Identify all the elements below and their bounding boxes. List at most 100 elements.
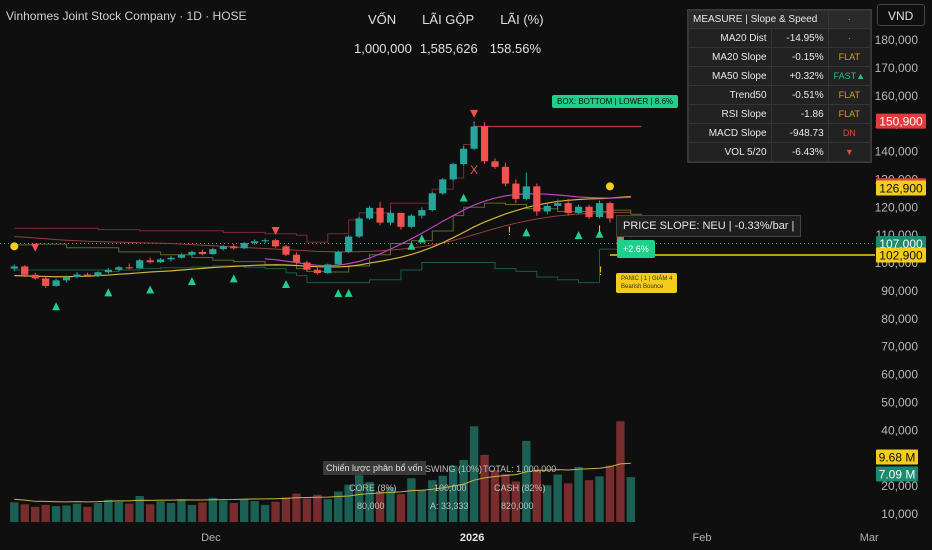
y-tick-label: 140,000 [875,145,919,159]
a-amount: A: 33,333 [430,501,469,511]
yellow-signal-dot [10,242,19,251]
candle-body [512,183,520,199]
candle-body [543,205,551,212]
volume-bar [240,499,249,522]
sell-signal-triangle [470,109,479,118]
volume-bar [459,459,468,522]
volume-bar [605,465,615,522]
volume-bar [271,501,280,522]
measure-table: MEASURE | Slope & Speed · MA20 Dist -14.9… [687,9,872,163]
buy-signal-triangle [344,288,353,297]
exclamation-mark: ! [599,264,602,278]
candle-body [470,126,478,149]
profit-summary: VỐN LÃI GỘP LÃI (%) 1,000,000 1,585,626 … [340,12,550,56]
buy-signal-triangle [282,279,290,288]
cash-label: CASH (82%) [494,483,546,493]
candle-body [407,215,415,227]
candle-body [73,274,81,277]
candle-body [125,267,133,269]
price-badge [876,247,926,263]
y-tick-label: 20,000 [881,479,918,493]
volume-bar [501,473,510,522]
volume-bar [532,469,541,522]
volume-bar [616,421,625,522]
candle-body [501,166,510,184]
candle-body [83,274,92,276]
candle-body [240,242,248,249]
x-tick-label: Mar [860,532,879,544]
ma-red-line [14,211,631,253]
measure-row: VOL 5/20 -6.43% ▼ [688,142,872,162]
volume-bar [20,504,29,522]
volume-bar [229,503,238,522]
candle-body [554,203,562,206]
candle-body [345,236,353,252]
candle-body [177,254,186,258]
candle-body [480,126,489,162]
volume-bar [156,501,165,522]
panic-tag-line2: Bearish Bounce [621,284,664,290]
volume-bar [104,499,113,522]
measure-status: ▼ [827,142,872,162]
candle-body [271,240,280,247]
buy-signal-triangle [52,302,61,311]
price-slope-label: PRICE SLOPE: NEU | -0.33%/bar | [616,215,802,237]
candle-body [52,280,60,286]
candle-body [198,251,206,255]
measure-row: MA20 Slope -0.15% FLAT [688,47,872,67]
y-tick-label: 170,000 [875,61,919,75]
measure-header: MEASURE | Slope & Speed [688,10,829,29]
candle-body [324,264,332,274]
volume-bar [313,494,322,522]
volume-badge [876,449,918,465]
candle-body [303,262,311,270]
candle-body [386,212,395,223]
measure-row: MACD Slope -948.73 DN [688,123,872,143]
volume-ma-line [14,462,631,503]
yellow-signal-dot [605,182,614,191]
x-mark: X [470,163,478,177]
measure-key: RSI Slope [688,104,772,124]
swing-amount: 100,000 [434,483,467,493]
candle-body [428,193,436,211]
candle-body [585,206,593,218]
price-badge-label: 102,900 [879,248,923,262]
buy-signal-triangle [595,229,604,238]
volume-bar [334,491,343,522]
candle-body [219,246,227,250]
volume-bar [553,474,562,522]
volume-bar [302,498,312,522]
candle-body [94,272,102,276]
candle-body [21,266,29,275]
volume-badge [876,466,918,482]
currency-button[interactable]: VND [877,4,925,26]
ma-magenta-line [265,193,631,267]
volume-bar [563,483,573,522]
buy-signal-triangle [334,289,343,298]
price-badge [876,113,926,129]
y-tick-label: 80,000 [881,312,918,326]
measure-value: -6.43% [770,142,829,162]
volume-bar [31,506,40,522]
y-tick-label: 70,000 [881,340,918,354]
measure-value: -0.51% [770,85,829,105]
measure-value: -14.95% [770,28,829,48]
candle-body [376,207,384,223]
volume-bar [417,489,427,522]
volume-bar [62,505,71,522]
measure-status: FLAT [827,47,872,67]
volume-bar [323,499,332,522]
measure-row: RSI Slope -1.86 FLAT [688,104,872,124]
volume-bar [490,470,500,522]
buy-signal-triangle [407,241,416,250]
volume-bar [449,465,458,522]
exclamation-mark: ! [508,224,511,238]
capital-value: 1,000,000 [354,41,412,56]
measure-value: -948.73 [770,123,829,143]
measure-status: FLAT [827,104,872,124]
candle-body [282,246,290,255]
sell-signal-triangle [271,226,280,235]
candle-body [334,251,342,265]
candle-body [292,254,301,263]
